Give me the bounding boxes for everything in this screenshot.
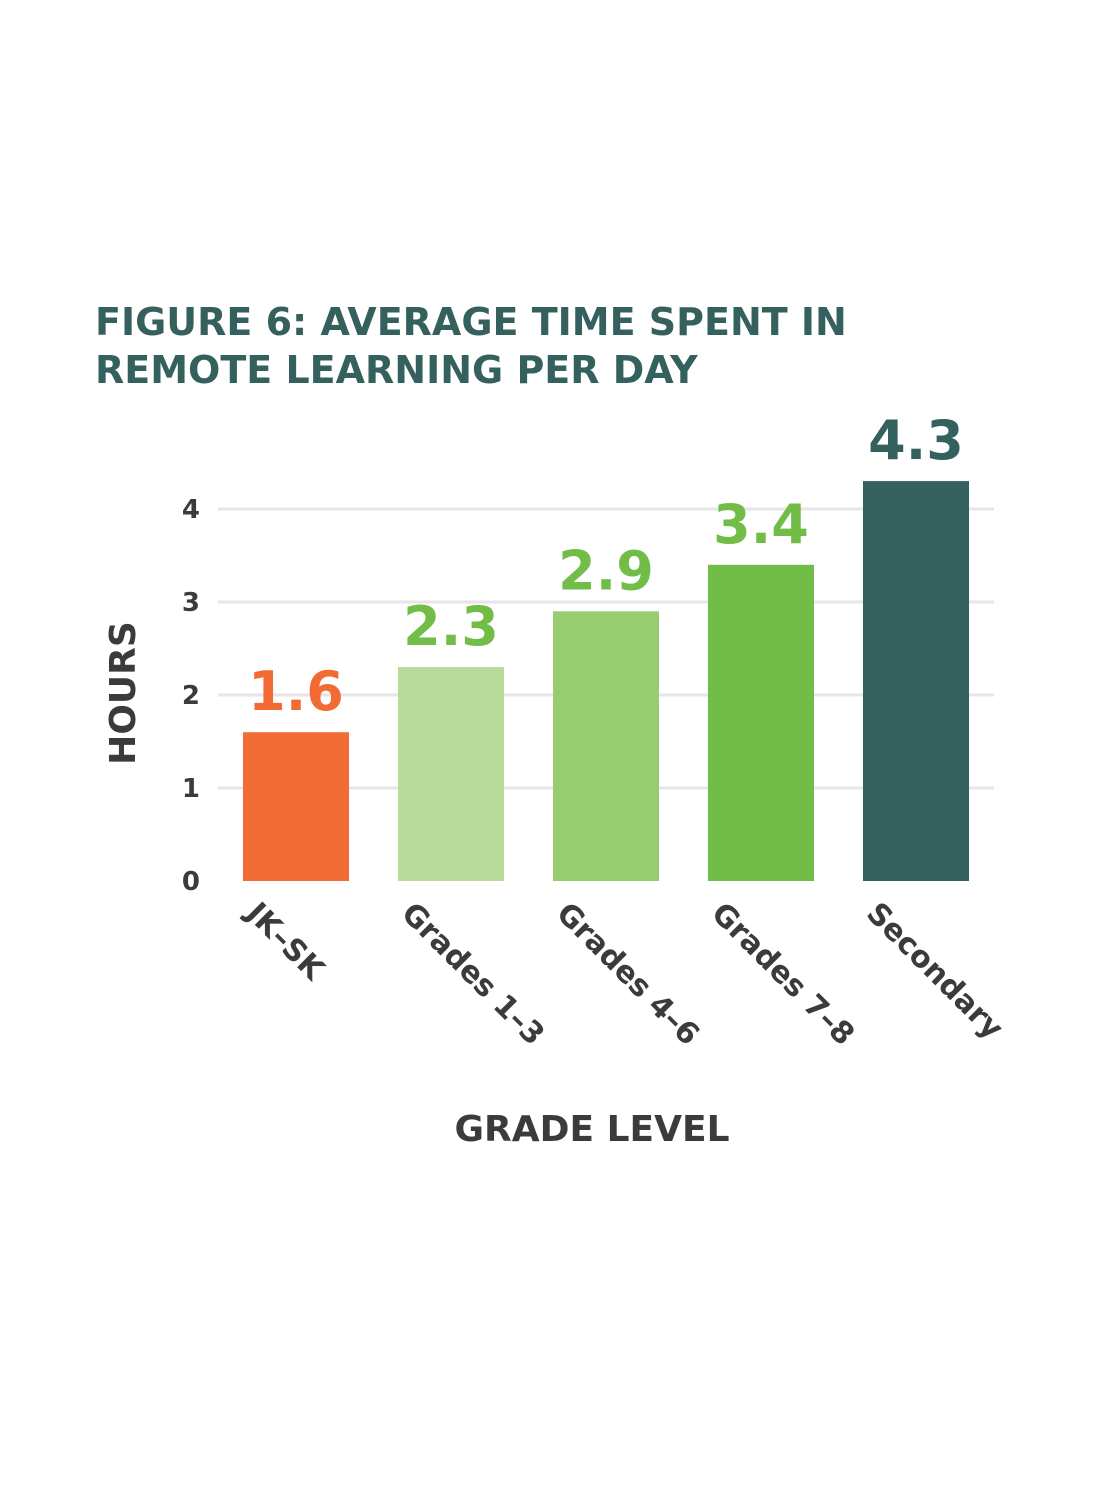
y-tick-label: 3 [182,588,200,618]
y-tick-label: 1 [182,774,200,804]
bar [243,732,349,881]
x-axis-title: GRADE LEVEL [454,1109,729,1150]
bar-value-label: 2.9 [558,539,654,602]
bar [863,481,969,881]
bars [243,481,969,881]
chart-title-line-1: FIGURE 6: AVERAGE TIME SPENT IN [95,300,847,344]
bar [553,611,659,881]
x-category-label: Secondary [859,896,1010,1047]
bar-value-label: 4.3 [868,409,964,472]
x-category-label: Grades 4–6 [549,896,706,1053]
chart-title-line-2: REMOTE LEARNING PER DAY [95,348,698,392]
y-axis-title: HOURS [103,621,144,765]
x-category-label: Grades 7–8 [704,896,861,1053]
value-labels: 1.6 2.3 2.9 3.4 4.3 [248,409,964,723]
y-axis-ticks: 0 1 2 3 4 [182,495,200,897]
y-tick-label: 0 [182,867,200,897]
chart-title: FIGURE 6: AVERAGE TIME SPENT IN REMOTE L… [95,298,995,394]
bar-value-label: 2.3 [403,595,499,658]
bar-value-label: 1.6 [248,660,344,723]
x-category-label: JK–SK [238,894,332,988]
bar [708,564,814,881]
y-tick-label: 2 [182,681,200,711]
x-category-label: Grades 1–3 [394,896,551,1053]
bar-value-label: 3.4 [713,493,809,556]
bar [398,667,504,881]
y-tick-label: 4 [182,495,200,525]
